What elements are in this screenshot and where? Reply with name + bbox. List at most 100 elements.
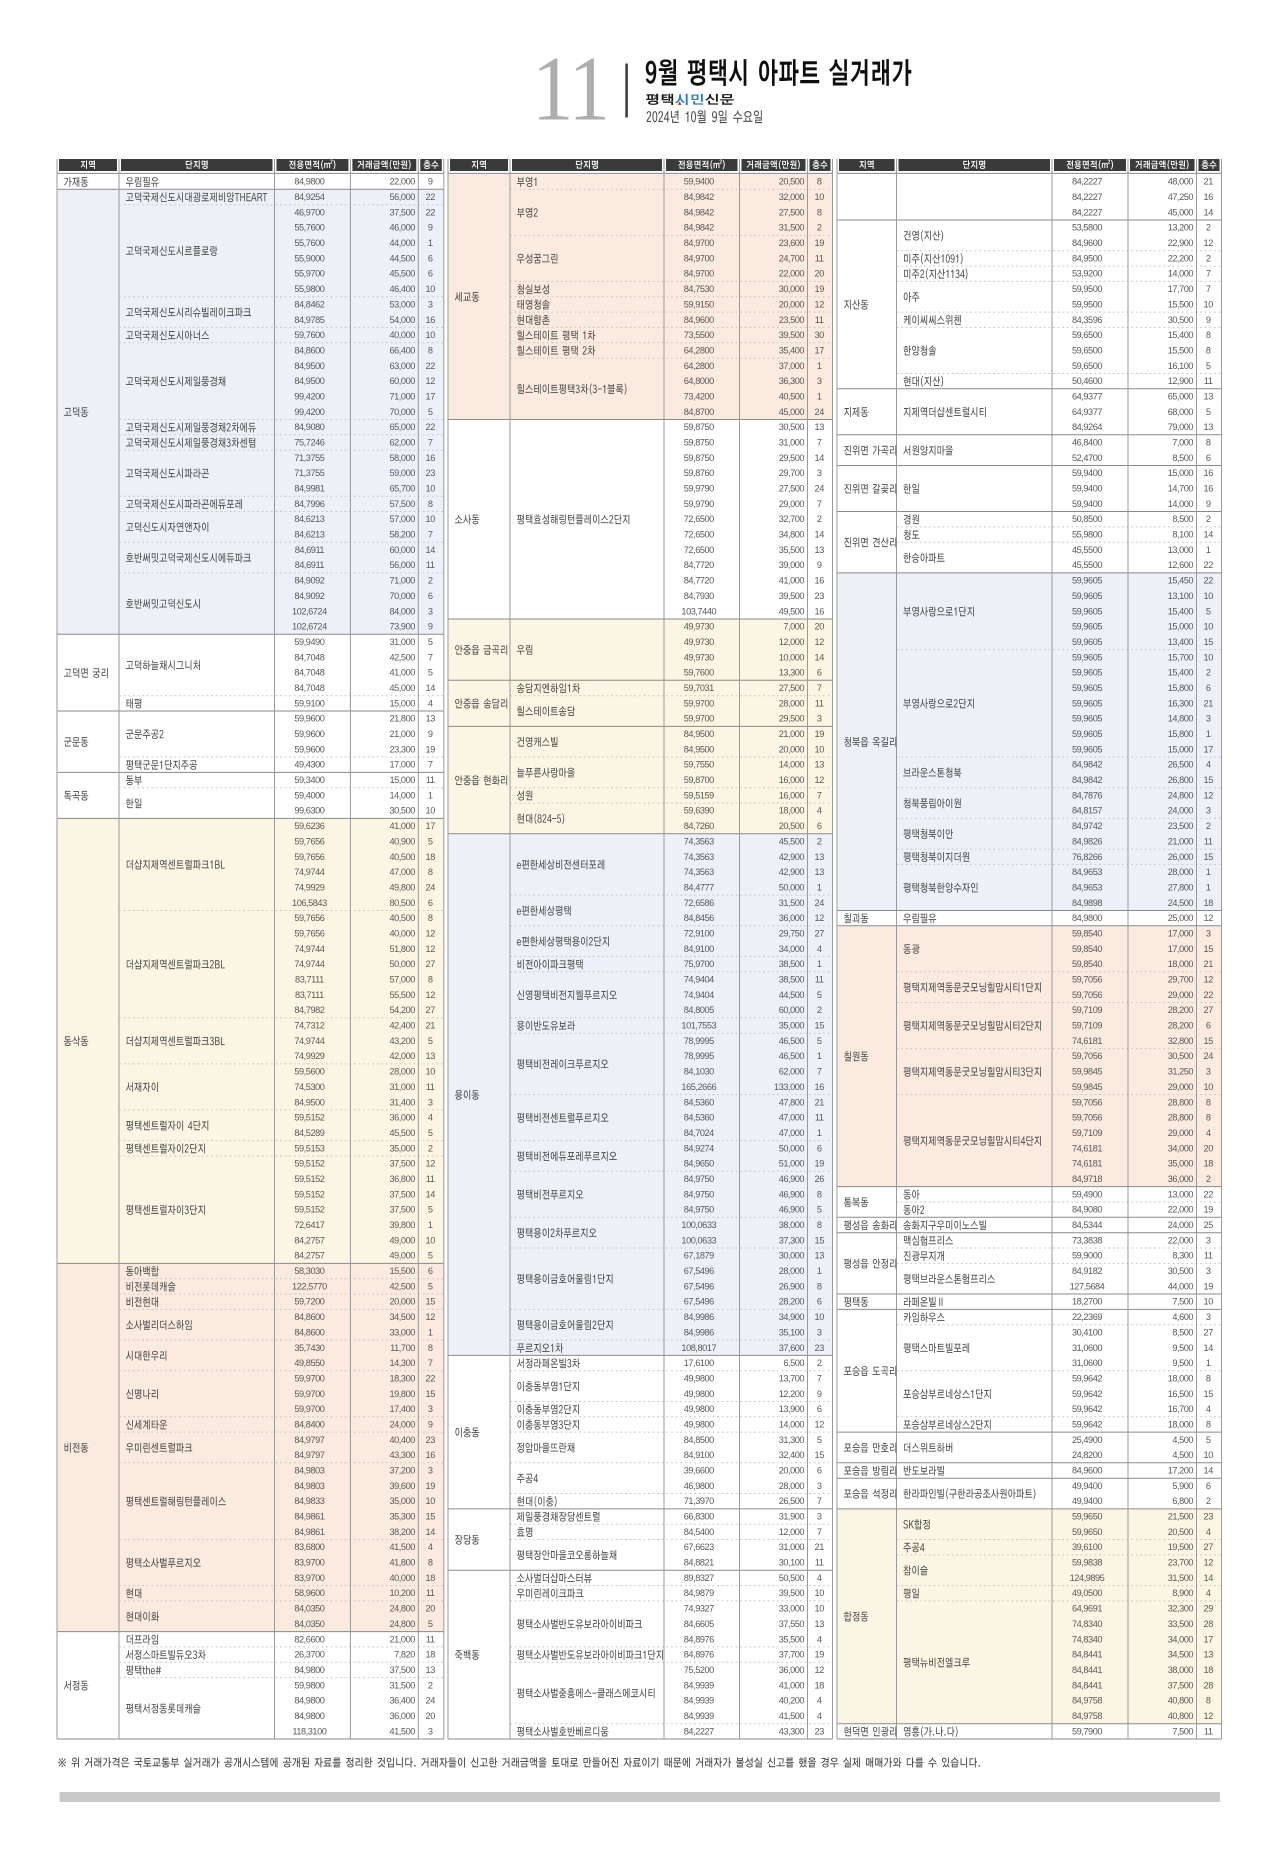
svg-text:6: 6 <box>428 253 433 263</box>
svg-text:3: 3 <box>1206 929 1211 939</box>
svg-text:49,9730: 49,9730 <box>684 622 714 632</box>
svg-text:4,500: 4,500 <box>1172 1450 1193 1460</box>
svg-text:11: 11 <box>815 253 824 263</box>
svg-text:74,3563: 74,3563 <box>684 867 714 877</box>
svg-text:65,000: 65,000 <box>1168 392 1194 402</box>
svg-text:12: 12 <box>815 299 825 309</box>
svg-text:8,500: 8,500 <box>1172 453 1193 463</box>
svg-text:19,800: 19,800 <box>389 1389 415 1399</box>
svg-text:7: 7 <box>428 1358 433 1368</box>
svg-text:84,3596: 84,3596 <box>1072 315 1102 325</box>
svg-text:8: 8 <box>1206 1113 1211 1123</box>
svg-text:1: 1 <box>817 1128 822 1138</box>
svg-text:13: 13 <box>815 1251 825 1261</box>
svg-text:5: 5 <box>817 1036 822 1046</box>
svg-text:5: 5 <box>428 1251 433 1261</box>
svg-text:29,700: 29,700 <box>1168 975 1194 985</box>
svg-text:1: 1 <box>817 361 822 371</box>
svg-text:72,6500: 72,6500 <box>684 514 714 524</box>
svg-text:17: 17 <box>1204 1634 1214 1644</box>
svg-text:83,9700: 83,9700 <box>294 1558 324 1568</box>
svg-text:35,000: 35,000 <box>1168 1159 1194 1169</box>
svg-text:21,000: 21,000 <box>779 729 805 739</box>
svg-text:5: 5 <box>428 836 433 846</box>
svg-text:27: 27 <box>815 929 825 939</box>
svg-text:4: 4 <box>428 1542 433 1552</box>
svg-text:75,9700: 75,9700 <box>684 959 714 969</box>
svg-text:6: 6 <box>428 1266 433 1276</box>
svg-text:20: 20 <box>426 1604 436 1614</box>
svg-text:2: 2 <box>428 1680 433 1690</box>
svg-text:59,8750: 59,8750 <box>684 438 714 448</box>
svg-text:44,000: 44,000 <box>389 238 415 248</box>
svg-text:7: 7 <box>817 438 822 448</box>
svg-text:75,7246: 75,7246 <box>294 438 324 448</box>
svg-text:7,000: 7,000 <box>783 622 804 632</box>
svg-text:28,000: 28,000 <box>779 1481 805 1491</box>
svg-text:17: 17 <box>815 345 825 355</box>
svg-text:8,100: 8,100 <box>1172 530 1193 540</box>
svg-text:2: 2 <box>817 836 822 846</box>
svg-text:16: 16 <box>426 315 436 325</box>
svg-text:59,9790: 59,9790 <box>684 499 714 509</box>
svg-text:2: 2 <box>1206 1496 1211 1506</box>
svg-text:20,500: 20,500 <box>1168 1527 1194 1537</box>
svg-text:10: 10 <box>815 1604 825 1614</box>
svg-text:55,7600: 55,7600 <box>294 223 324 233</box>
svg-text:24,500: 24,500 <box>1168 898 1194 908</box>
svg-text:84,9600: 84,9600 <box>1072 238 1102 248</box>
svg-text:24,800: 24,800 <box>1168 790 1194 800</box>
svg-text:84,8600: 84,8600 <box>294 1327 324 1337</box>
svg-text:7: 7 <box>428 438 433 448</box>
svg-text:46,9800: 46,9800 <box>684 1481 714 1491</box>
svg-text:16: 16 <box>815 606 825 616</box>
svg-text:58,000: 58,000 <box>389 453 415 463</box>
svg-text:84,9861: 84,9861 <box>294 1512 324 1522</box>
svg-text:18: 18 <box>1204 1665 1214 1675</box>
svg-text:28,200: 28,200 <box>779 1297 805 1307</box>
svg-text:4: 4 <box>1206 1527 1211 1537</box>
svg-text:84,8600: 84,8600 <box>294 345 324 355</box>
svg-text:35,100: 35,100 <box>779 1327 805 1337</box>
svg-text:14: 14 <box>815 453 825 463</box>
svg-text:59,9605: 59,9605 <box>1072 652 1102 662</box>
svg-text:74,8340: 74,8340 <box>1072 1619 1102 1629</box>
svg-text:22,000: 22,000 <box>389 177 415 187</box>
svg-text:3: 3 <box>1206 714 1211 724</box>
svg-text:30: 30 <box>815 330 825 340</box>
svg-text:15,800: 15,800 <box>1168 683 1194 693</box>
svg-text:64,9377: 64,9377 <box>1072 407 1102 417</box>
svg-text:19: 19 <box>815 1159 825 1169</box>
svg-text:18: 18 <box>1204 1159 1214 1169</box>
svg-text:39,000: 39,000 <box>779 560 805 570</box>
svg-text:25,000: 25,000 <box>1168 913 1194 923</box>
svg-text:35,000: 35,000 <box>779 1021 805 1031</box>
svg-text:59,5152: 59,5152 <box>294 1189 324 1199</box>
svg-text:71,000: 71,000 <box>389 392 415 402</box>
svg-text:108,8017: 108,8017 <box>681 1343 716 1353</box>
svg-text:8: 8 <box>428 975 433 985</box>
svg-text:17: 17 <box>1204 744 1214 754</box>
svg-text:16: 16 <box>426 1450 436 1460</box>
svg-text:72,6586: 72,6586 <box>684 898 714 908</box>
svg-text:84,9182: 84,9182 <box>1072 1266 1102 1276</box>
svg-text:32,800: 32,800 <box>1168 1036 1194 1046</box>
svg-text:47,000: 47,000 <box>389 867 415 877</box>
svg-text:8: 8 <box>428 499 433 509</box>
svg-text:74,3563: 74,3563 <box>684 836 714 846</box>
svg-text:79,000: 79,000 <box>1168 422 1194 432</box>
svg-text:29,500: 29,500 <box>779 453 805 463</box>
svg-text:25,4900: 25,4900 <box>1072 1435 1102 1445</box>
svg-text:72,6500: 72,6500 <box>684 545 714 555</box>
svg-text:11: 11 <box>1204 376 1213 386</box>
svg-text:4: 4 <box>817 1573 822 1583</box>
svg-text:23,600: 23,600 <box>779 238 805 248</box>
svg-text:84,9080: 84,9080 <box>294 422 324 432</box>
svg-text:59,6390: 59,6390 <box>684 806 714 816</box>
svg-text:17,000: 17,000 <box>389 760 415 770</box>
svg-text:59,9700: 59,9700 <box>684 698 714 708</box>
svg-text:84,8441: 84,8441 <box>1072 1650 1102 1660</box>
svg-text:59,9605: 59,9605 <box>1072 683 1102 693</box>
svg-text:1: 1 <box>817 1266 822 1276</box>
svg-text:84,9800: 84,9800 <box>294 1696 324 1706</box>
